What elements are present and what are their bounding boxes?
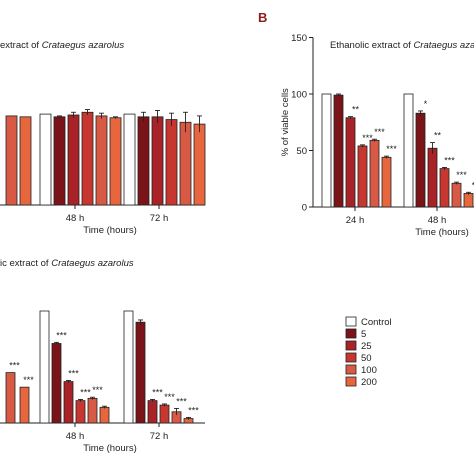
x-tick-label: 48 h xyxy=(428,215,447,226)
bar-5-48h xyxy=(51,343,62,424)
bar-Control-72h xyxy=(123,113,136,206)
chart-panel-a-top: extract of Crataegus azarolus 48 h 72 h Tim… xyxy=(0,40,206,236)
x-axis-label: Time (hours) xyxy=(83,225,137,236)
y-tick-label: 0 xyxy=(302,203,307,214)
bar-leading-100 xyxy=(5,115,18,206)
significance-label: *** xyxy=(456,170,467,180)
x-axis-label: Time (hours) xyxy=(83,443,137,454)
bar-leading-200 xyxy=(19,116,32,206)
bar-5-24h xyxy=(333,94,344,208)
legend-swatch-200 xyxy=(345,376,357,387)
significance-label: *** xyxy=(80,387,91,397)
significance-label: *** xyxy=(386,144,397,154)
chart-title-species: Crataegus azarolus xyxy=(51,258,134,269)
bar-50-72h xyxy=(165,119,178,206)
bar-50-48h xyxy=(75,400,86,424)
bar-25-48h xyxy=(427,147,438,208)
bar-50-72h xyxy=(159,404,170,424)
bar-Control-72h xyxy=(123,310,134,424)
significance-label: * xyxy=(424,99,428,109)
legend-swatch-50 xyxy=(345,352,357,363)
x-tick-label: 24 h xyxy=(346,215,365,226)
x-tick-label: 72 h xyxy=(150,213,169,224)
bar-50-24h xyxy=(357,145,368,208)
bar-200-72h xyxy=(193,123,206,206)
bar-25-48h xyxy=(63,381,74,424)
significance-label: *** xyxy=(164,392,175,402)
bar-200-24h xyxy=(381,156,392,208)
chart-title: Ethanolic extract of Crataegus azarolus xyxy=(330,40,474,51)
chart-title: ic extract of Crataegus azarolus xyxy=(0,258,134,269)
bar-5-48h xyxy=(53,116,66,206)
y-axis-label: % of viable cells xyxy=(280,88,291,156)
legend-label: 100 xyxy=(361,365,377,376)
bar-leading-200 xyxy=(19,386,30,424)
significance-label: *** xyxy=(9,361,20,371)
chart-panel-a-bottom: ic extract of Crataegus azarolus******48… xyxy=(0,258,205,454)
y-tick-label: 50 xyxy=(296,146,307,157)
bar-25-72h xyxy=(147,400,158,424)
significance-label: *** xyxy=(176,396,187,406)
x-tick-label: 48 h xyxy=(66,431,85,442)
x-tick-label: 48 h xyxy=(66,213,85,224)
bar-200-48h xyxy=(109,117,122,206)
bar-100-48h xyxy=(451,182,462,208)
bar-25-24h xyxy=(345,117,356,208)
significance-label: *** xyxy=(68,368,79,378)
bar-100-48h xyxy=(87,397,98,424)
bar-Control-48h xyxy=(403,93,414,208)
significance-label: *** xyxy=(152,387,163,397)
bar-leading-100 xyxy=(5,372,16,424)
x-tick-label: 72 h xyxy=(150,431,169,442)
significance-label: *** xyxy=(374,127,385,137)
significance-label: * xyxy=(472,180,474,190)
bar-200-48h xyxy=(99,406,110,424)
legend-swatch-Control xyxy=(345,316,357,327)
legend-label: 5 xyxy=(361,329,366,340)
y-tick-label: 150 xyxy=(291,33,307,44)
bar-50-48h xyxy=(81,111,94,206)
chart-title: extract of Crataegus azarolus xyxy=(0,40,124,51)
significance-label: ** xyxy=(352,105,360,115)
bar-100-24h xyxy=(369,139,380,208)
chart-title-species: Crataegus azarolus xyxy=(413,40,474,51)
significance-label: ** xyxy=(434,131,442,141)
bar-25-72h xyxy=(151,116,164,206)
chart-title-prefix: extract of xyxy=(0,40,42,51)
y-tick-label: 100 xyxy=(291,90,307,101)
bar-Control-24h xyxy=(321,93,332,208)
significance-label: *** xyxy=(23,375,34,385)
bar-100-72h xyxy=(179,121,192,206)
significance-label: *** xyxy=(56,330,67,340)
bar-200-48h xyxy=(463,193,474,208)
significance-label: *** xyxy=(92,385,103,395)
bar-5-72h xyxy=(137,116,150,206)
chart-title-species: Crataegus azarolus xyxy=(42,40,125,51)
chart-title-prefix: Ethanolic extract of xyxy=(330,40,413,51)
significance-label: *** xyxy=(188,405,199,415)
bar-100-48h xyxy=(95,115,108,206)
bar-5-48h xyxy=(415,112,426,208)
panel-letter: B xyxy=(258,10,267,25)
legend-label: Control xyxy=(361,317,392,328)
significance-label: *** xyxy=(362,133,373,143)
bar-Control-48h xyxy=(39,310,50,424)
legend-label: 25 xyxy=(361,341,372,352)
significance-label: *** xyxy=(444,155,455,165)
bar-5-72h xyxy=(135,321,146,424)
legend-label: 200 xyxy=(361,377,377,388)
chart-panel-b: B Ethanolic extract of Crataegus azarolus… xyxy=(258,10,474,238)
legend-label: 50 xyxy=(361,353,372,364)
legend-swatch-5 xyxy=(345,328,357,339)
bar-50-48h xyxy=(439,168,450,208)
legend-swatch-100 xyxy=(345,364,357,375)
x-axis-label: Time (hours) xyxy=(415,227,469,238)
bar-25-48h xyxy=(67,114,80,206)
chart-title-prefix: ic extract of xyxy=(0,258,51,269)
bar-Control-48h xyxy=(39,113,52,206)
legend-swatch-25 xyxy=(345,340,357,351)
